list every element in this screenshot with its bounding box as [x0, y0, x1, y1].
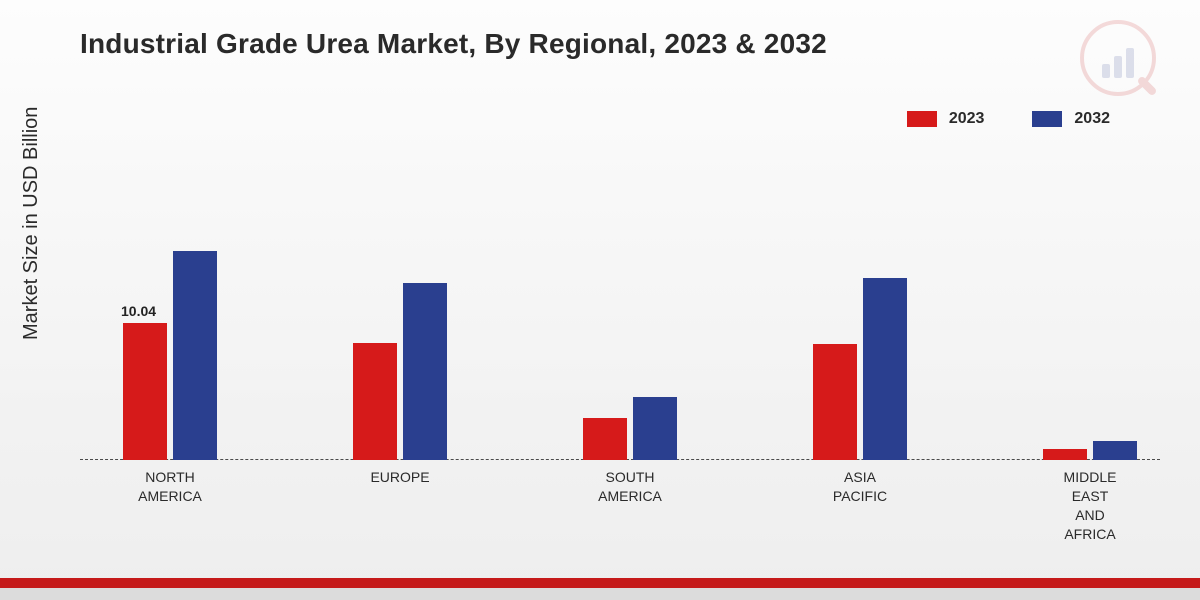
bar-2023	[813, 344, 857, 460]
bar-group	[1043, 441, 1137, 460]
footer-red-bar	[0, 578, 1200, 588]
footer-grey-bar	[0, 588, 1200, 600]
bar-2032	[633, 397, 677, 460]
bar-group	[583, 397, 677, 460]
bar-2032	[1093, 441, 1137, 460]
x-axis-label: EUROPE	[370, 468, 429, 487]
bar-group: 10.04	[123, 251, 217, 460]
bar-2023	[123, 323, 167, 460]
x-axis-label: NORTH AMERICA	[138, 468, 202, 506]
watermark-logo	[1080, 20, 1160, 100]
legend-item-2032: 2032	[1032, 110, 1110, 128]
legend-label-2032: 2032	[1074, 110, 1110, 128]
legend-item-2023: 2023	[907, 110, 985, 128]
x-axis-label: SOUTH AMERICA	[598, 468, 662, 506]
bar-2023	[583, 418, 627, 460]
bar-2023	[1043, 449, 1087, 460]
bar-2032	[173, 251, 217, 460]
x-axis-label: MIDDLE EAST AND AFRICA	[1064, 468, 1117, 544]
bar-group	[353, 283, 447, 460]
bar-2023	[353, 343, 397, 460]
plot-area: 10.04	[80, 170, 1160, 460]
bar-group	[813, 278, 907, 460]
bar-value-label: 10.04	[121, 303, 156, 319]
legend: 2023 2032	[907, 110, 1110, 128]
legend-swatch-2032	[1032, 111, 1062, 127]
chart-title: Industrial Grade Urea Market, By Regiona…	[80, 28, 827, 60]
y-axis-label: Market Size in USD Billion	[20, 107, 43, 340]
bar-2032	[403, 283, 447, 460]
legend-label-2023: 2023	[949, 110, 985, 128]
x-axis-label: ASIA PACIFIC	[833, 468, 887, 506]
footer-stripe	[0, 578, 1200, 600]
legend-swatch-2023	[907, 111, 937, 127]
bar-2032	[863, 278, 907, 460]
